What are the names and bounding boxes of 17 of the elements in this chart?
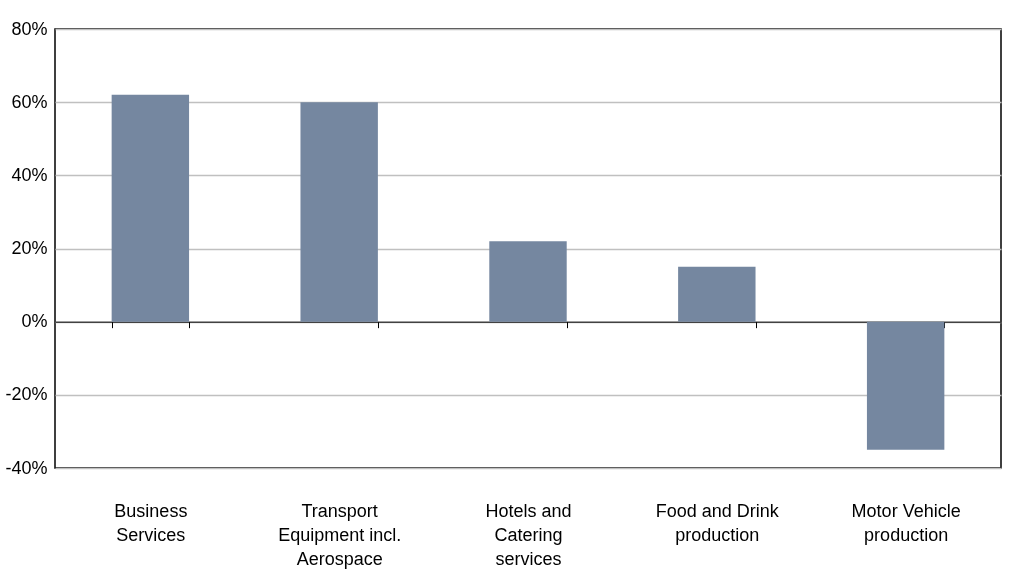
y-tick-label: 20% <box>11 238 48 258</box>
x-tick-label: Motor Vehicle production <box>851 500 961 545</box>
x-tick-label: Transport Equipment incl. Aerospace <box>278 500 402 569</box>
bar <box>489 241 567 322</box>
x-tick-label: Hotels and Catering services <box>485 500 572 569</box>
y-tick-label: -40% <box>5 457 48 478</box>
y-tick-label: 60% <box>11 91 48 112</box>
y-tick-label: -20% <box>5 384 48 405</box>
bar <box>111 94 190 322</box>
bar <box>678 266 756 322</box>
y-tick-label: 40% <box>11 164 48 185</box>
bar <box>300 102 378 322</box>
y-tick-label: 80% <box>11 18 48 39</box>
x-tick-label: Food and Drink production <box>655 500 780 545</box>
bar <box>866 321 945 450</box>
y-tick-label: 0% <box>21 311 48 332</box>
x-tick-label: Business Services <box>114 500 188 545</box>
